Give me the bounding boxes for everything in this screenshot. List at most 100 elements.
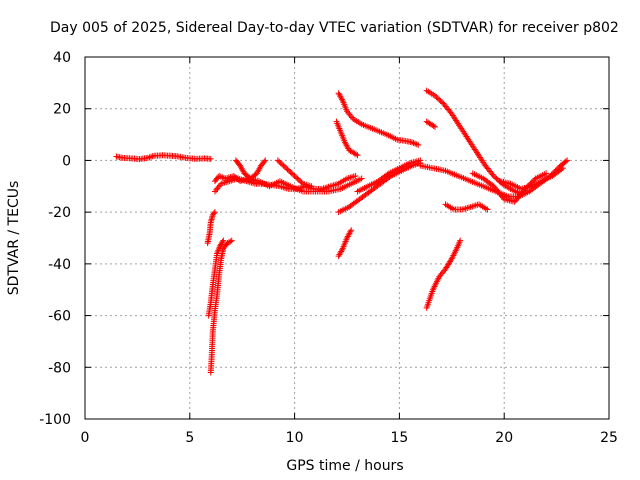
data-marks	[113, 87, 571, 376]
data-point	[210, 210, 217, 217]
y-tick-label: 0	[62, 153, 71, 169]
data-point	[284, 166, 291, 173]
plot-frame	[84, 56, 610, 420]
data-point	[417, 157, 424, 164]
data-point	[447, 257, 454, 264]
data-point	[308, 183, 315, 190]
x-tick-label: 20	[495, 430, 513, 446]
x-tick-label: 15	[390, 430, 408, 446]
data-point	[384, 171, 391, 178]
series-arc-big-rise	[423, 237, 464, 311]
series-arc-hump-b	[274, 157, 315, 190]
series-arc-upper-right	[423, 87, 524, 198]
data-point	[148, 153, 155, 160]
y-tick-label: 40	[53, 50, 71, 66]
data-point	[354, 152, 361, 159]
data-point	[530, 178, 537, 185]
series-arc-plunge-b	[205, 237, 227, 319]
data-point	[274, 157, 281, 164]
data-point	[457, 237, 464, 244]
data-point	[276, 158, 283, 165]
series-arc-rising-mid	[335, 160, 424, 216]
series-arc-late-cluster-c	[469, 170, 550, 205]
data-point	[564, 157, 571, 164]
data-point	[292, 174, 299, 181]
series-arc-early-flat	[113, 152, 214, 163]
y-tick-label: -80	[48, 360, 71, 376]
x-tick-label: 10	[286, 430, 304, 446]
series-arc-late-cluster-b	[497, 165, 566, 192]
data-point	[490, 172, 497, 179]
axes: 0 5 10 15 20 25 -100 -80 -60 -40 -20 0 20 40	[39, 50, 618, 446]
data-point	[433, 94, 440, 101]
grid	[85, 57, 609, 419]
data-point	[484, 206, 491, 213]
data-point	[287, 169, 294, 176]
series-arc-short-c	[423, 118, 439, 130]
data-point	[522, 185, 529, 192]
data-point	[352, 172, 359, 179]
data-point	[523, 184, 530, 191]
data-point	[298, 179, 305, 186]
data-point	[489, 171, 496, 178]
data-point	[434, 95, 441, 102]
data-point	[358, 175, 365, 182]
y-tick-label: 20	[53, 102, 71, 118]
data-point	[146, 154, 153, 161]
data-point	[207, 155, 214, 162]
data-point	[439, 99, 446, 106]
data-point	[262, 157, 269, 164]
y-tick-label: -20	[48, 205, 71, 221]
data-point	[489, 182, 496, 189]
series-arc-high-decline	[335, 90, 422, 148]
data-point	[220, 237, 227, 244]
x-tick-label: 25	[600, 430, 618, 446]
data-point	[436, 96, 443, 103]
series-arc-rising-mid-b	[354, 157, 424, 195]
series-arc-short-b	[333, 118, 361, 159]
y-tick-label: -40	[48, 257, 71, 273]
data-point	[492, 174, 499, 181]
data-point	[291, 172, 298, 179]
data-point	[297, 178, 304, 185]
series-arc-late-cluster	[417, 157, 571, 200]
data-point	[527, 180, 534, 187]
data-point	[432, 123, 439, 130]
data-point	[493, 175, 500, 182]
data-point	[281, 163, 288, 170]
series-arc-short-a	[204, 209, 218, 247]
data-point	[288, 170, 295, 177]
data-point	[277, 160, 284, 167]
x-axis-label: GPS time / hours	[286, 458, 403, 474]
data-point	[227, 238, 234, 245]
data-point	[558, 166, 565, 173]
series-arc-short-d	[335, 227, 355, 260]
data-point	[348, 227, 355, 234]
data-point	[280, 162, 287, 169]
data-point	[528, 179, 535, 186]
data-point	[437, 97, 444, 104]
data-point	[261, 158, 268, 165]
data-point	[559, 165, 566, 172]
data-point	[353, 151, 360, 158]
data-point	[286, 167, 293, 174]
series-arc-mid-cluster-b	[211, 172, 365, 195]
data-point	[430, 122, 437, 129]
data-point	[279, 161, 286, 168]
series-arc-dip	[442, 201, 491, 213]
y-tick-label: -100	[39, 412, 71, 428]
y-tick-label: -60	[48, 309, 71, 325]
series-arc-plunge-a	[207, 237, 235, 376]
data-point	[219, 174, 226, 181]
data-point	[447, 109, 454, 116]
data-point	[283, 165, 290, 172]
y-axis-label: SDTVAR / TECUs	[6, 181, 22, 296]
x-tick-label: 0	[81, 430, 90, 446]
data-point	[526, 181, 533, 188]
data-point	[219, 238, 226, 245]
series-arc-hump-a	[232, 157, 269, 182]
x-tick-label: 5	[185, 430, 194, 446]
data-point	[290, 171, 297, 178]
data-point	[543, 170, 550, 177]
chart-title: Day 005 of 2025, Sidereal Day-to-day VTE…	[50, 20, 619, 36]
